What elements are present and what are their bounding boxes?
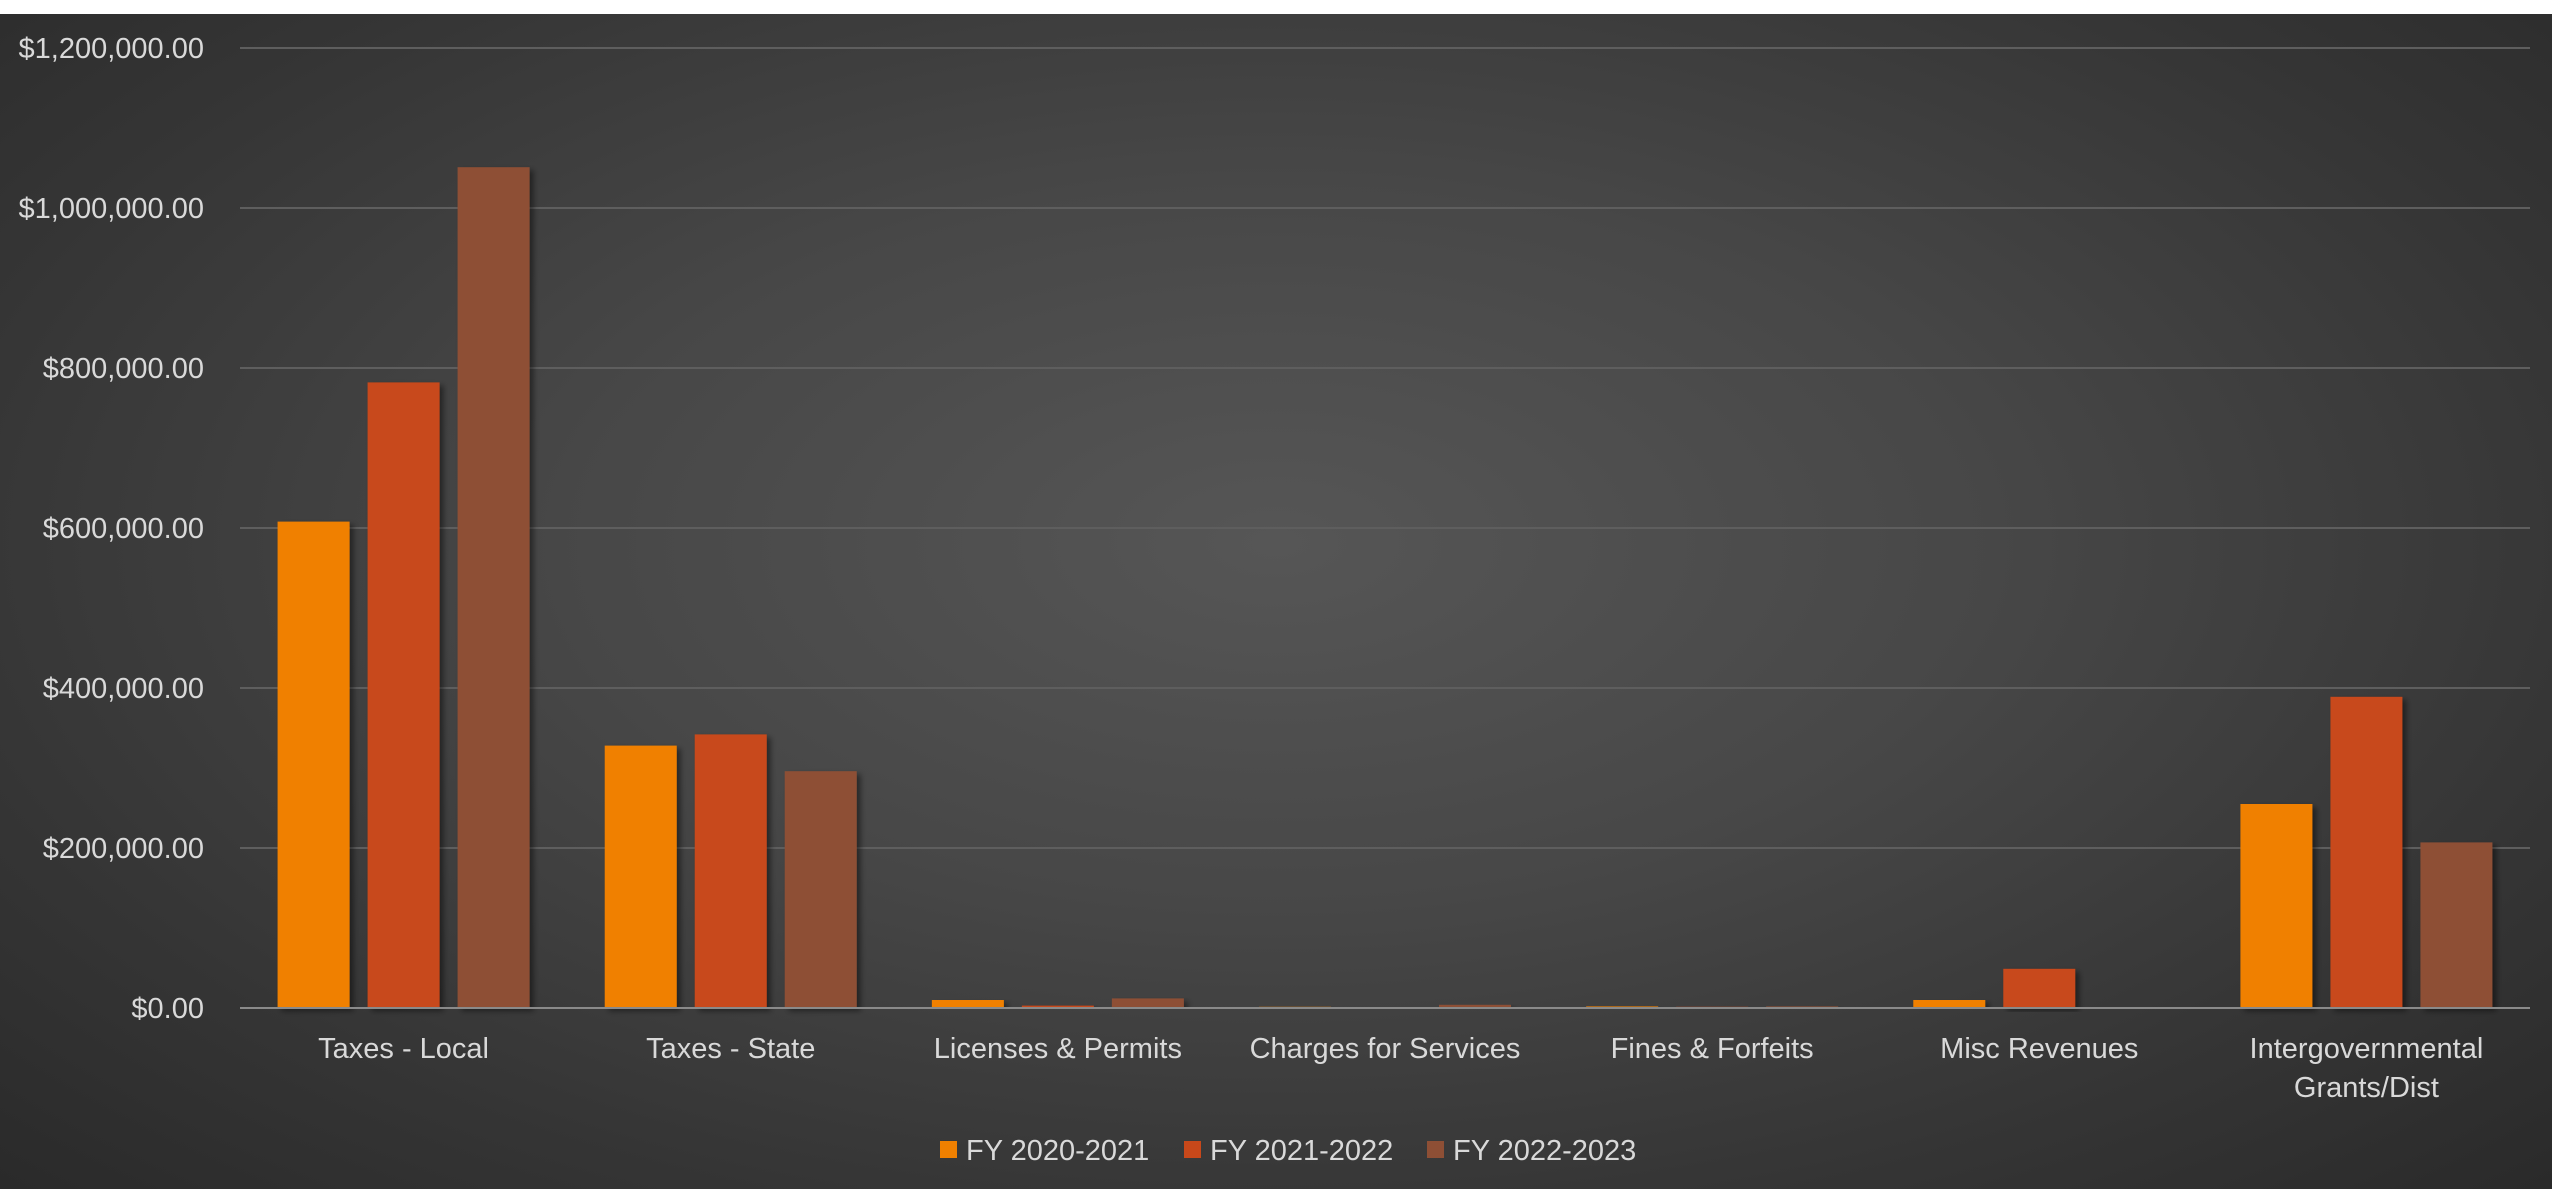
bar — [1439, 1004, 1511, 1008]
x-category-label: Taxes - State — [646, 1033, 815, 1065]
bar — [2240, 804, 2313, 1008]
legend-label: FY 2020-2021 — [966, 1135, 1149, 1167]
bar — [457, 167, 530, 1008]
y-axis-ticks: $0.00 $200,000.00 $400,000.00 $600,000.00 $8… — [19, 33, 204, 1025]
bar — [367, 382, 440, 1008]
bar — [694, 734, 767, 1008]
legend-swatch — [1184, 1141, 1201, 1158]
bar — [2003, 968, 2076, 1008]
bar — [1111, 998, 1184, 1008]
legend-label: FY 2022-2023 — [1453, 1135, 1636, 1167]
bar — [1021, 1005, 1094, 1008]
bar — [1913, 1000, 1986, 1008]
gridlines — [240, 47, 2530, 849]
y-tick-label: $800,000.00 — [43, 353, 204, 385]
y-tick-label: $200,000.00 — [43, 833, 204, 865]
legend-label: FY 2021-2022 — [1210, 1135, 1393, 1167]
y-tick-label: $0.00 — [131, 993, 204, 1025]
bar — [2420, 842, 2493, 1008]
legend-swatch — [1427, 1141, 1444, 1158]
x-category-label: Licenses & Permits — [934, 1033, 1182, 1065]
legend: FY 2020-2021 FY 2021-2022 FY 2022-2023 — [940, 1135, 1636, 1167]
x-category-label: Taxes - Local — [318, 1033, 489, 1065]
y-tick-label: $400,000.00 — [43, 673, 204, 705]
bar — [784, 771, 857, 1008]
bar — [2330, 696, 2403, 1008]
x-category-label: Fines & Forfeits — [1611, 1033, 1814, 1065]
x-category-label: Charges for Services — [1250, 1033, 1521, 1065]
bar — [604, 745, 677, 1008]
y-tick-label: $1,000,000.00 — [19, 193, 204, 225]
x-category-label: Misc Revenues — [1940, 1033, 2138, 1065]
y-tick-label: $600,000.00 — [43, 513, 204, 545]
bars — [277, 167, 2493, 1008]
bar — [931, 1000, 1004, 1008]
legend-swatch — [940, 1141, 957, 1158]
x-category-label: Intergovernmental — [2250, 1033, 2484, 1065]
y-tick-label: $1,200,000.00 — [19, 33, 204, 65]
bar — [277, 521, 350, 1008]
x-axis-categories: Taxes - Local Taxes - State Licenses & Per… — [318, 1033, 2483, 1104]
x-category-label: Grants/Dist — [2294, 1072, 2439, 1104]
